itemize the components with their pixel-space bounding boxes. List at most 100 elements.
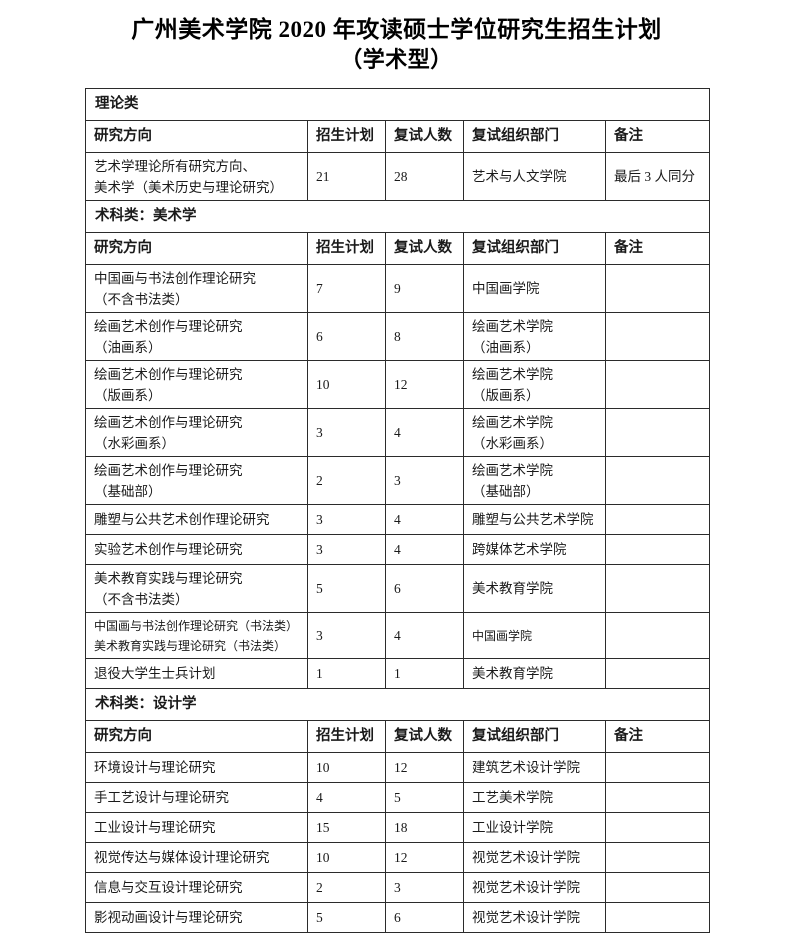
cell-retest: 18 bbox=[385, 812, 464, 843]
table-row: 绘画艺术创作与理论研究 （油画系） 6 8 绘画艺术学院 （油画系） bbox=[85, 312, 711, 361]
cell-dept: 工业设计学院 bbox=[463, 812, 606, 843]
direction-line2: （不含书法类） bbox=[94, 591, 189, 607]
cell-plan: 10 bbox=[307, 360, 386, 409]
dept-line1: 美术教育学院 bbox=[472, 666, 553, 681]
cell-retest: 6 bbox=[385, 902, 464, 933]
table-row: 影视动画设计与理论研究 5 6 视觉艺术设计学院 bbox=[85, 902, 711, 933]
table-row: 绘画艺术创作与理论研究 （版画系） 10 12 绘画艺术学院 （版画系） bbox=[85, 360, 711, 409]
cell-direction: 手工艺设计与理论研究 bbox=[85, 782, 308, 813]
cell-retest: 12 bbox=[385, 360, 464, 409]
cell-dept: 美术教育学院 bbox=[463, 658, 606, 689]
table-row: 绘画艺术创作与理论研究 （基础部） 2 3 绘画艺术学院 （基础部） bbox=[85, 456, 711, 505]
column-header-retest: 复试人数 bbox=[385, 720, 464, 753]
dept-line2: （版画系） bbox=[472, 387, 540, 403]
cell-retest: 28 bbox=[385, 152, 464, 201]
cell-plan: 1 bbox=[307, 658, 386, 689]
title-line-main: 广州美术学院 2020 年攻读硕士学位研究生招生计划 bbox=[131, 17, 662, 42]
dept-line1: 绘画艺术学院 bbox=[472, 366, 553, 382]
cell-plan: 4 bbox=[307, 782, 386, 813]
column-header-dept: 复试组织部门 bbox=[463, 720, 606, 753]
direction-line1: 环境设计与理论研究 bbox=[94, 760, 216, 775]
cell-plan: 3 bbox=[307, 408, 386, 457]
cell-direction: 雕塑与公共艺术创作理论研究 bbox=[85, 504, 308, 535]
cell-plan: 15 bbox=[307, 812, 386, 843]
cell-dept: 雕塑与公共艺术学院 bbox=[463, 504, 606, 535]
cell-dept: 艺术与人文学院 bbox=[463, 152, 606, 201]
dept-line1: 美术教育学院 bbox=[472, 581, 553, 596]
direction-line2: （水彩画系） bbox=[94, 435, 175, 451]
cell-dept: 跨媒体艺术学院 bbox=[463, 534, 606, 565]
cell-retest: 12 bbox=[385, 842, 464, 873]
dept-line1: 工艺美术学院 bbox=[472, 790, 553, 805]
cell-direction: 美术教育实践与理论研究 （不含书法类） bbox=[85, 564, 308, 613]
table-row: 视觉传达与媒体设计理论研究 10 12 视觉艺术设计学院 bbox=[85, 842, 711, 873]
cell-direction: 退役大学生士兵计划 bbox=[85, 658, 308, 689]
dept-line2: （油画系） bbox=[472, 339, 540, 355]
direction-line1: 视觉传达与媒体设计理论研究 bbox=[94, 850, 270, 865]
cell-retest: 4 bbox=[385, 612, 464, 659]
cell-plan: 3 bbox=[307, 612, 386, 659]
dept-line1: 跨媒体艺术学院 bbox=[472, 542, 567, 557]
table-row: 实验艺术创作与理论研究 3 4 跨媒体艺术学院 bbox=[85, 534, 711, 565]
cell-direction: 信息与交互设计理论研究 bbox=[85, 872, 308, 903]
cell-note bbox=[604, 902, 711, 933]
cell-note bbox=[604, 658, 711, 689]
column-header-plan: 招生计划 bbox=[307, 232, 386, 265]
table-row: 信息与交互设计理论研究 2 3 视觉艺术设计学院 bbox=[85, 872, 711, 903]
column-header-row: 研究方向 招生计划 复试人数 复试组织部门 备注 bbox=[85, 232, 711, 265]
dept-line2: （水彩画系） bbox=[472, 435, 553, 451]
direction-line2: 美术教育实践与理论研究（书法类） bbox=[94, 638, 287, 653]
cell-plan: 2 bbox=[307, 456, 386, 505]
section-heading-row: 理论类 bbox=[84, 88, 711, 121]
section-heading-row: 术科类：美术学 bbox=[84, 200, 711, 233]
cell-direction: 影视动画设计与理论研究 bbox=[85, 902, 308, 933]
direction-line1: 手工艺设计与理论研究 bbox=[94, 790, 229, 805]
table-row: 绘画艺术创作与理论研究 （水彩画系） 3 4 绘画艺术学院 （水彩画系） bbox=[85, 408, 711, 457]
cell-retest: 4 bbox=[385, 534, 464, 565]
column-header-note: 备注 bbox=[604, 720, 711, 753]
table-row: 艺术学理论所有研究方向、 美术学（美术历史与理论研究） 21 28 艺术与人文学院 最后 … bbox=[85, 152, 711, 201]
table-row: 雕塑与公共艺术创作理论研究 3 4 雕塑与公共艺术学院 bbox=[85, 504, 711, 535]
cell-note bbox=[604, 408, 711, 457]
cell-dept: 视觉艺术设计学院 bbox=[463, 902, 606, 933]
cell-note bbox=[604, 264, 711, 313]
cell-note bbox=[604, 612, 711, 659]
admission-plan-table: 理论类 研究方向 招生计划 复试人数 复试组织部门 备注 艺术学理论所有研究方向、 美术学（美… bbox=[84, 88, 711, 933]
cell-note bbox=[604, 534, 711, 565]
cell-plan: 5 bbox=[307, 564, 386, 613]
direction-line1: 美术教育实践与理论研究 bbox=[94, 570, 243, 586]
cell-retest: 12 bbox=[385, 752, 464, 783]
cell-note bbox=[604, 360, 711, 409]
table-row: 中国画与书法创作理论研究（书法类） 美术教育实践与理论研究（书法类） 3 4 中国画学院 bbox=[85, 612, 711, 659]
dept-line2: （基础部） bbox=[472, 483, 540, 499]
cell-direction: 艺术学理论所有研究方向、 美术学（美术历史与理论研究） bbox=[85, 152, 308, 201]
cell-dept: 绘画艺术学院 （水彩画系） bbox=[463, 408, 606, 457]
cell-direction: 中国画与书法创作理论研究 （不含书法类） bbox=[85, 264, 308, 313]
column-header-row: 研究方向 招生计划 复试人数 复试组织部门 备注 bbox=[85, 120, 711, 153]
direction-line1: 实验艺术创作与理论研究 bbox=[94, 542, 243, 557]
cell-direction: 实验艺术创作与理论研究 bbox=[85, 534, 308, 565]
dept-line1: 视觉艺术设计学院 bbox=[472, 910, 580, 925]
cell-dept: 美术教育学院 bbox=[463, 564, 606, 613]
column-header-retest: 复试人数 bbox=[385, 120, 464, 153]
cell-direction: 环境设计与理论研究 bbox=[85, 752, 308, 783]
cell-retest: 3 bbox=[385, 456, 464, 505]
column-header-plan: 招生计划 bbox=[307, 120, 386, 153]
column-header-note: 备注 bbox=[604, 120, 711, 153]
cell-note bbox=[604, 504, 711, 535]
dept-line1: 工业设计学院 bbox=[472, 820, 553, 835]
table-row: 中国画与书法创作理论研究 （不含书法类） 7 9 中国画学院 bbox=[85, 264, 711, 313]
cell-note bbox=[604, 456, 711, 505]
table-body: 理论类 研究方向 招生计划 复试人数 复试组织部门 备注 艺术学理论所有研究方向、 美术学（美… bbox=[84, 88, 711, 933]
section-heading-0: 理论类 bbox=[84, 88, 711, 121]
column-header-dept: 复试组织部门 bbox=[463, 232, 606, 265]
cell-note bbox=[604, 312, 711, 361]
cell-plan: 10 bbox=[307, 752, 386, 783]
cell-dept: 绘画艺术学院 （油画系） bbox=[463, 312, 606, 361]
direction-line1: 退役大学生士兵计划 bbox=[94, 666, 216, 681]
title-line-sub: （学术型） bbox=[340, 47, 453, 72]
cell-plan: 10 bbox=[307, 842, 386, 873]
cell-direction: 中国画与书法创作理论研究（书法类） 美术教育实践与理论研究（书法类） bbox=[85, 612, 308, 659]
cell-note bbox=[604, 872, 711, 903]
document-page: 广州美术学院 2020 年攻读硕士学位研究生招生计划 （学术型） 理论类 研究方向… bbox=[84, 17, 711, 933]
